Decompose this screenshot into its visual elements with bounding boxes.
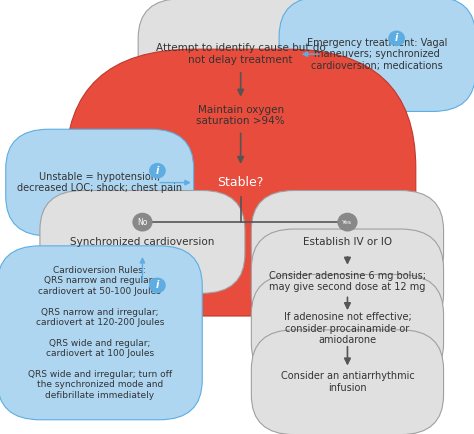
FancyBboxPatch shape bbox=[65, 49, 416, 316]
Circle shape bbox=[150, 278, 165, 293]
Text: Consider adenosine 6 mg bolus;
may give second dose at 12 mg: Consider adenosine 6 mg bolus; may give … bbox=[269, 271, 426, 292]
Circle shape bbox=[338, 214, 357, 231]
Circle shape bbox=[389, 31, 404, 46]
FancyBboxPatch shape bbox=[251, 191, 444, 293]
Text: Unstable = hypotension;
decreased LOC; shock; chest pain: Unstable = hypotension; decreased LOC; s… bbox=[17, 172, 182, 194]
Text: Cardioversion Rules:
QRS narrow and regular;
cardiovert at 50-100 Joules

QRS na: Cardioversion Rules: QRS narrow and regu… bbox=[27, 266, 172, 400]
FancyBboxPatch shape bbox=[138, 0, 343, 109]
FancyBboxPatch shape bbox=[6, 129, 194, 236]
Text: Consider an antiarrhythmic
infusion: Consider an antiarrhythmic infusion bbox=[281, 372, 414, 393]
FancyBboxPatch shape bbox=[40, 191, 245, 293]
FancyBboxPatch shape bbox=[0, 246, 202, 420]
FancyBboxPatch shape bbox=[138, 61, 343, 170]
Text: i: i bbox=[155, 280, 159, 290]
Text: Stable?: Stable? bbox=[218, 176, 264, 189]
FancyBboxPatch shape bbox=[251, 274, 444, 383]
Text: If adenosine not effective;
consider procainamide or
amiodarone: If adenosine not effective; consider pro… bbox=[283, 312, 411, 345]
Text: Maintain oxygen
saturation >94%: Maintain oxygen saturation >94% bbox=[196, 105, 285, 126]
Text: i: i bbox=[395, 33, 398, 43]
Text: Attempt to identify cause but do
not delay treatment: Attempt to identify cause but do not del… bbox=[156, 43, 326, 65]
Text: i: i bbox=[155, 166, 159, 176]
Text: Emergency treatment: Vagal
maneuvers; synchronized
cardioversion; medications: Emergency treatment: Vagal maneuvers; sy… bbox=[307, 37, 447, 71]
Text: Yes: Yes bbox=[342, 220, 353, 225]
FancyBboxPatch shape bbox=[279, 0, 474, 112]
FancyBboxPatch shape bbox=[251, 229, 444, 334]
Circle shape bbox=[133, 214, 152, 231]
Text: Synchronized cardioversion: Synchronized cardioversion bbox=[70, 237, 215, 247]
Text: No: No bbox=[137, 217, 147, 227]
Circle shape bbox=[150, 164, 165, 178]
Text: Establish IV or IO: Establish IV or IO bbox=[303, 237, 392, 247]
FancyBboxPatch shape bbox=[251, 330, 444, 434]
